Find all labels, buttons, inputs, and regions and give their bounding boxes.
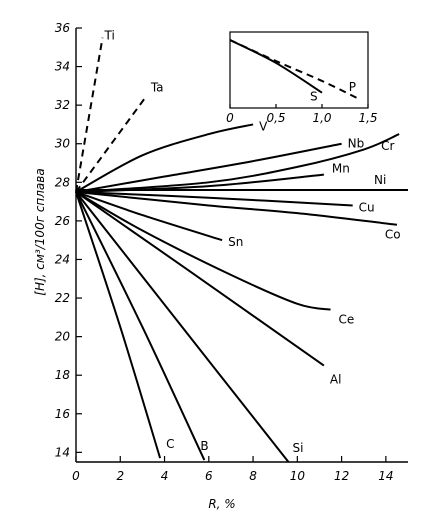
inset-chart: S P 0 0,5 1,0 1,5: [226, 31, 378, 125]
series-lines: [75, 37, 408, 463]
y-tick-label: 14: [55, 445, 70, 459]
y-tick-label: 26: [55, 214, 71, 228]
series-label-mn: Mn: [332, 162, 350, 176]
series-label-nb: Nb: [348, 137, 365, 151]
x-tick-label: 10: [290, 469, 306, 483]
series-label-si: Si: [292, 441, 303, 455]
series-label-c: C: [166, 437, 174, 451]
series-label-ni: Ni: [374, 173, 386, 187]
series-line-co: [75, 190, 398, 226]
series-label-co: Co: [385, 228, 401, 242]
y-tick-label: 18: [55, 368, 71, 382]
y-tick-label: 30: [55, 137, 71, 151]
x-tick-label: 14: [378, 469, 393, 483]
x-tick-label: 4: [161, 469, 169, 483]
series-line-si: [75, 191, 290, 463]
series-line-nb: [75, 142, 342, 193]
y-axis-ticks: 14 16 18 20 22 24 26 28 30 32 34 36: [55, 21, 82, 459]
y-tick-label: 28: [55, 175, 71, 189]
inset-x-tick-label: 1,5: [358, 111, 377, 125]
y-tick-label: 20: [55, 330, 71, 344]
series-label-al: Al: [330, 373, 342, 387]
series-line-c: [75, 191, 162, 459]
inset-x-tick-label: 1,0: [312, 111, 331, 125]
inset-line-p: [229, 39, 360, 100]
x-tick-label: 2: [116, 469, 124, 483]
series-line-v: [75, 123, 254, 193]
series-line-cr: [75, 133, 400, 193]
y-tick-label: 32: [55, 98, 70, 112]
inset-label-p: P: [349, 80, 356, 94]
x-tick-label: 8: [249, 469, 257, 483]
series-label-ta: Ta: [150, 81, 164, 95]
y-axis-title: [H], см³/100г сплава: [33, 168, 47, 295]
main-plot-area: [75, 28, 408, 463]
series-label-v: V: [259, 119, 268, 133]
inset-line-s: [229, 39, 323, 94]
series-label-b: B: [200, 439, 208, 453]
inset-x-tick-label: 0: [226, 111, 234, 125]
y-tick-label: 22: [55, 291, 70, 305]
x-tick-label: 0: [72, 469, 80, 483]
series-line-ta: [75, 94, 148, 193]
series-label-ti: Ti: [104, 29, 115, 43]
series-line-ce: [75, 191, 331, 311]
x-axis-ticks: 0 2 4 6 8 10 12 14: [72, 456, 394, 483]
x-tick-label: 12: [334, 469, 349, 483]
inset-x-tick-label: 0,5: [266, 111, 285, 125]
series-labels: Ti Ta V Nb Cr Mn Ni Cu Co Sn Ce Al Si B C: [104, 29, 401, 455]
series-label-cu: Cu: [359, 200, 375, 214]
y-tick-label: 36: [55, 21, 71, 35]
series-line-ti: [75, 37, 104, 193]
series-line-b: [75, 191, 206, 461]
x-axis-title: R, %: [208, 497, 235, 511]
series-line-al: [75, 191, 325, 367]
series-label-sn: Sn: [228, 235, 243, 249]
series-line-cu: [75, 190, 353, 207]
y-tick-label: 16: [55, 407, 71, 421]
series-label-ce: Ce: [339, 313, 355, 327]
y-tick-label: 34: [55, 60, 70, 74]
y-tick-label: 24: [55, 252, 70, 266]
x-tick-label: 6: [205, 469, 213, 483]
series-line-sn: [75, 191, 223, 242]
series-label-cr: Cr: [381, 139, 394, 153]
inset-label-s: S: [310, 90, 318, 104]
